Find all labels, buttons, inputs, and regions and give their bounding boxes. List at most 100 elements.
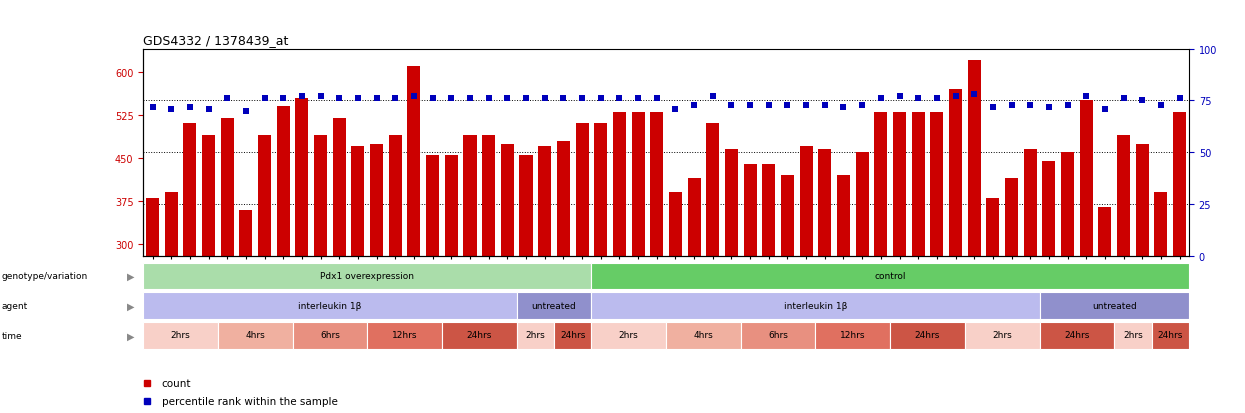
- Bar: [1173, 113, 1186, 256]
- Bar: [799, 147, 813, 256]
- Point: [553, 96, 573, 102]
- Text: 24hrs: 24hrs: [1064, 331, 1089, 339]
- Point: [889, 94, 909, 100]
- Bar: [143, 323, 218, 349]
- Point: [908, 96, 928, 102]
- Text: 12hrs: 12hrs: [840, 331, 865, 339]
- Bar: [741, 323, 815, 349]
- Bar: [370, 144, 383, 256]
- Bar: [986, 199, 1000, 256]
- Bar: [164, 193, 178, 256]
- Point: [1169, 96, 1189, 102]
- Bar: [965, 323, 1040, 349]
- Bar: [146, 199, 159, 256]
- Bar: [202, 135, 215, 256]
- Bar: [1040, 293, 1189, 319]
- Point: [1094, 106, 1114, 113]
- Point: [834, 104, 854, 111]
- Bar: [295, 98, 309, 256]
- Point: [702, 94, 722, 100]
- Bar: [706, 124, 720, 256]
- Bar: [538, 147, 552, 256]
- Bar: [725, 150, 738, 256]
- Text: interleukin 1β: interleukin 1β: [299, 301, 361, 310]
- Bar: [519, 156, 533, 256]
- Bar: [407, 67, 421, 256]
- Bar: [669, 193, 682, 256]
- Bar: [815, 323, 890, 349]
- Bar: [874, 113, 888, 256]
- Point: [218, 96, 238, 102]
- Point: [1133, 98, 1153, 104]
- Bar: [1135, 144, 1149, 256]
- Bar: [591, 263, 1189, 290]
- Text: 24hrs: 24hrs: [560, 331, 585, 339]
- Point: [758, 102, 779, 109]
- Bar: [500, 144, 514, 256]
- Bar: [613, 113, 626, 256]
- Bar: [367, 323, 442, 349]
- Text: 4hrs: 4hrs: [693, 331, 713, 339]
- Bar: [930, 113, 944, 256]
- Point: [1057, 102, 1077, 109]
- Text: 2hrs: 2hrs: [992, 331, 1012, 339]
- Text: 24hrs: 24hrs: [915, 331, 940, 339]
- Point: [590, 96, 610, 102]
- Point: [461, 96, 481, 102]
- Text: 4hrs: 4hrs: [245, 331, 265, 339]
- Bar: [351, 147, 365, 256]
- Point: [273, 96, 294, 102]
- Bar: [1114, 323, 1152, 349]
- Bar: [143, 263, 591, 290]
- Bar: [517, 293, 591, 319]
- Point: [143, 104, 163, 111]
- Bar: [258, 135, 271, 256]
- Bar: [444, 156, 458, 256]
- Point: [291, 94, 311, 100]
- Point: [441, 96, 461, 102]
- Bar: [332, 119, 346, 256]
- Bar: [239, 210, 253, 256]
- Bar: [743, 164, 757, 256]
- Bar: [890, 323, 965, 349]
- Point: [740, 102, 759, 109]
- Bar: [1040, 323, 1114, 349]
- Bar: [1042, 161, 1056, 256]
- Point: [964, 92, 984, 98]
- Bar: [143, 293, 517, 319]
- Bar: [554, 323, 591, 349]
- Point: [255, 96, 275, 102]
- Bar: [442, 323, 517, 349]
- Text: agent: agent: [1, 301, 27, 311]
- Bar: [967, 61, 981, 256]
- Point: [311, 94, 331, 100]
- Text: 6hrs: 6hrs: [768, 331, 788, 339]
- Bar: [591, 323, 666, 349]
- Bar: [631, 113, 645, 256]
- Point: [872, 96, 891, 102]
- Bar: [911, 113, 925, 256]
- Text: 2hrs: 2hrs: [1123, 331, 1143, 339]
- Bar: [482, 135, 496, 256]
- Bar: [220, 119, 234, 256]
- Bar: [426, 156, 439, 256]
- Bar: [1154, 193, 1168, 256]
- Bar: [183, 124, 197, 256]
- Point: [1150, 102, 1170, 109]
- Point: [237, 108, 256, 115]
- Bar: [855, 153, 869, 256]
- Text: 2hrs: 2hrs: [525, 331, 545, 339]
- Point: [478, 96, 498, 102]
- Bar: [1098, 207, 1112, 256]
- Bar: [463, 135, 477, 256]
- Text: genotype/variation: genotype/variation: [1, 272, 87, 281]
- Text: time: time: [1, 331, 22, 340]
- Bar: [949, 90, 962, 256]
- Point: [777, 102, 798, 109]
- Point: [984, 104, 1003, 111]
- Bar: [517, 323, 554, 349]
- Text: untreated: untreated: [1092, 301, 1137, 310]
- Point: [814, 102, 834, 109]
- Point: [1021, 102, 1041, 109]
- Point: [366, 96, 386, 102]
